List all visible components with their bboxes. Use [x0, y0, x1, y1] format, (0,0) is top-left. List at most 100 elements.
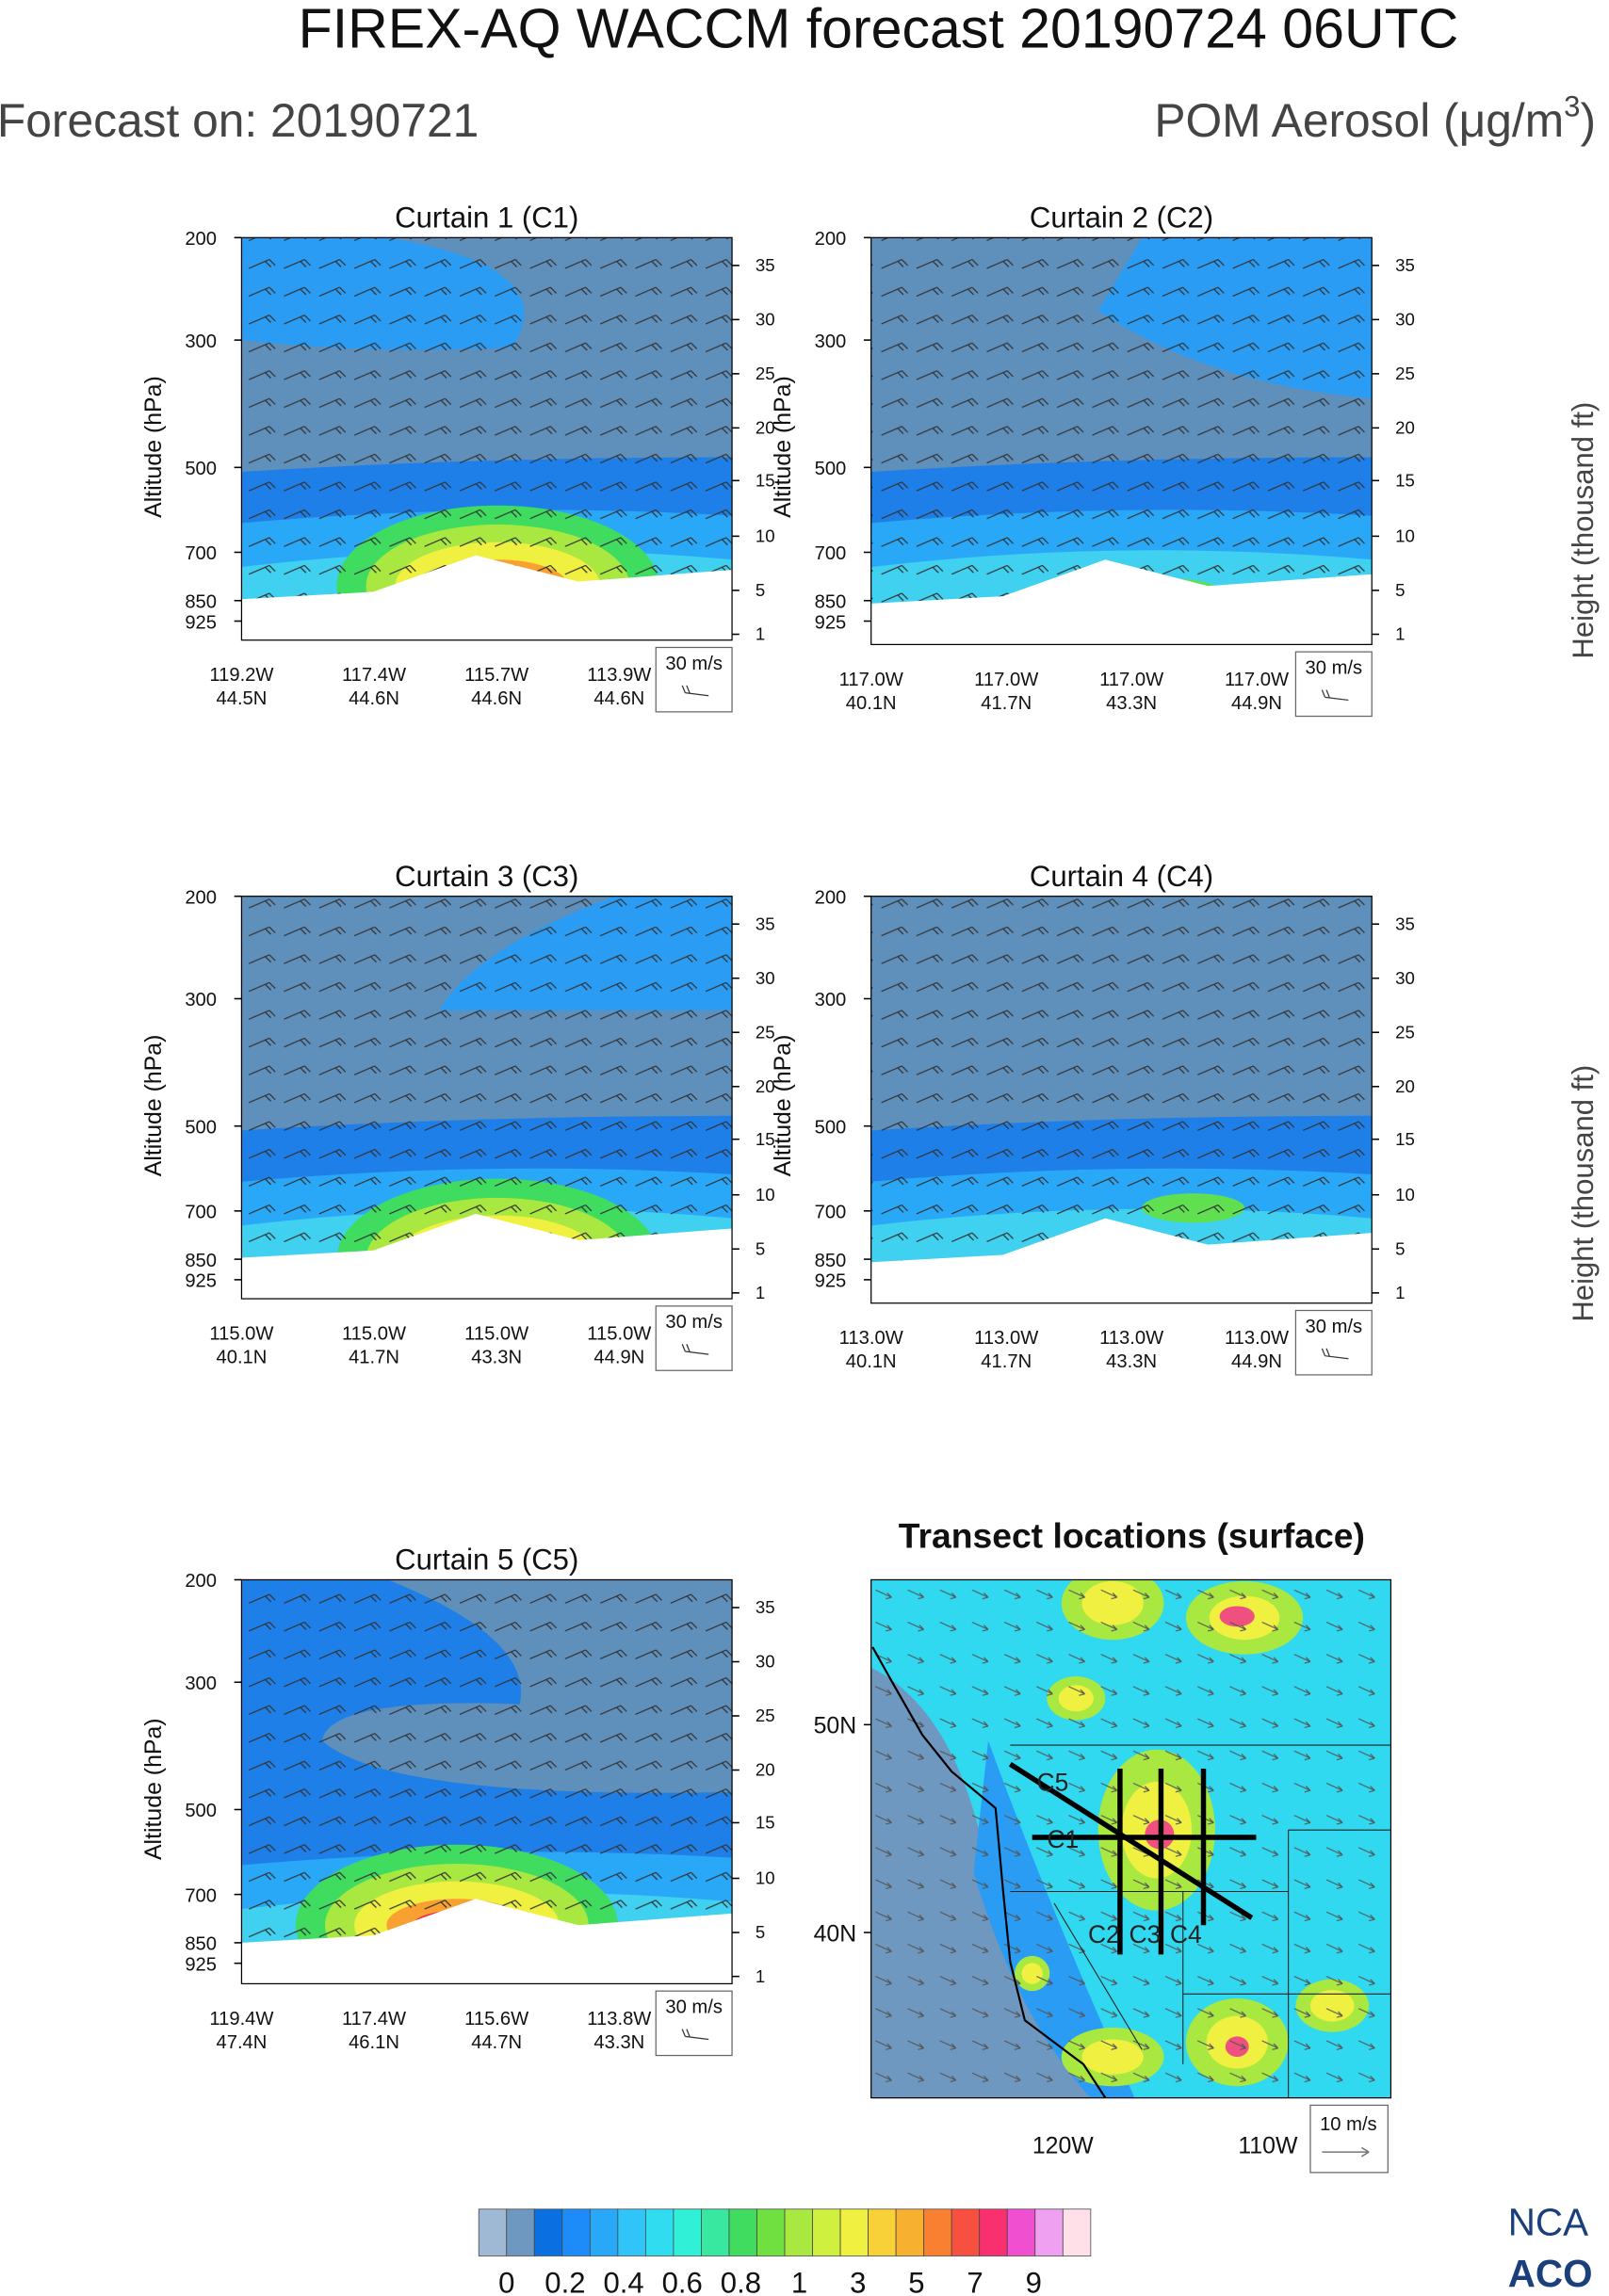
colorbar-box [561, 2208, 591, 2256]
right-tick-label: 25 [756, 1706, 775, 1725]
y-tick-label: 700 [815, 543, 847, 564]
right-tick-label: 1 [1395, 1283, 1405, 1302]
right-tick-label: 5 [1395, 580, 1405, 600]
right-tick-label: 35 [1395, 914, 1415, 933]
panel-frame [240, 896, 733, 1300]
x-lat-label: 44.9N [1231, 693, 1282, 714]
x-lon-label: 117.0W [839, 670, 903, 690]
panel-frame [240, 236, 733, 641]
colorbar-box [1062, 2208, 1092, 2256]
wind-key-box [1309, 2104, 1389, 2174]
x-lon-label: 115.0W [209, 1324, 273, 1345]
contour-field [241, 237, 733, 640]
colorbar-label: 1 [791, 2266, 807, 2296]
y-tick-label: 925 [815, 612, 847, 633]
x-lon-label: 113.9W [587, 665, 651, 686]
variable-label: POM Aerosol (μg/m3) [1154, 89, 1596, 147]
colorbar-box [644, 2208, 674, 2256]
x-lat-label: 43.3N [471, 1347, 522, 1367]
right-tick-label: 25 [1395, 364, 1415, 383]
curtain-panel: Curtain 5 (C5) Altitude (hPa) 200 300 500 700… [140, 1544, 775, 2057]
y-axis-label: Altitude (hPa) [770, 1035, 796, 1177]
x-lon-label: 115.7W [464, 665, 528, 686]
panel-title: Curtain 1 (C1) [395, 201, 578, 234]
variable-sup: 3 [1564, 89, 1580, 122]
panel-title: Curtain 3 (C3) [395, 860, 578, 893]
wind-key-label: 30 m/s [1306, 657, 1363, 678]
x-lat-label: 41.7N [349, 1347, 399, 1367]
x-lon-label: 117.4W [342, 2009, 406, 2029]
colorbar-label: 0.2 [544, 2266, 585, 2296]
wind-key-label: 30 m/s [1306, 1317, 1363, 1337]
right-tick-label: 30 [756, 968, 775, 988]
wind-key-box [655, 1990, 733, 2057]
right-tick-label: 10 [1395, 526, 1415, 546]
right-tick-label: 25 [756, 364, 775, 383]
x-lon-label: 117.0W [1099, 670, 1163, 690]
x-lat-label: 41.7N [981, 1351, 1032, 1372]
panel-title: Curtain 5 (C5) [395, 1544, 578, 1576]
wind-key-label: 30 m/s [665, 654, 723, 674]
y-tick-label: 850 [815, 592, 847, 613]
y-tick-label: 300 [815, 990, 847, 1011]
y-tick-label: 200 [815, 887, 847, 908]
wind-key-box [655, 646, 733, 713]
colorbar-label: 9 [1026, 2266, 1042, 2296]
colorbar-box [868, 2208, 897, 2256]
wind-key-barb [1321, 689, 1349, 702]
colorbar-label: 3 [850, 2266, 866, 2296]
wind-key-box [655, 1305, 733, 1371]
right-tick-label: 30 [1395, 968, 1415, 988]
colorbar-label: 0.6 [662, 2266, 703, 2296]
x-lon-label: 117.0W [974, 670, 1038, 690]
wind-key-box [1294, 651, 1373, 718]
wind-key-barb [681, 685, 709, 697]
colorbar-label: 0 [498, 2266, 514, 2296]
y-axis-label: Altitude (hPa) [140, 1718, 167, 1860]
colorbar-label: 0.8 [721, 2266, 761, 2296]
wind-key-barb [681, 2029, 709, 2041]
colorbar-box [784, 2208, 813, 2256]
right-tick-label: 30 [756, 310, 775, 330]
terrain [241, 1213, 733, 1300]
x-lon-label: 113.0W [839, 1328, 903, 1349]
contour-field [241, 896, 733, 1300]
right-tick-label: 10 [756, 526, 775, 546]
y-tick-label: 300 [185, 1673, 217, 1694]
right-tick-label: 20 [1395, 418, 1415, 438]
x-lon-label: 113.0W [1225, 1328, 1289, 1349]
lat-label: 40N [814, 1920, 857, 1947]
x-lat-label: 43.3N [1106, 693, 1157, 714]
y-tick-label: 200 [185, 1571, 217, 1592]
map-panel: Transect locations (surface) 50N 40N 120W 11… [814, 1515, 1392, 2174]
x-lat-label: 43.3N [1106, 1351, 1157, 1372]
map-field [870, 1579, 1391, 2098]
right-tick-label: 15 [756, 1813, 775, 1833]
x-lon-label: 119.2W [209, 665, 273, 686]
x-lon-label: 115.0W [464, 1324, 528, 1345]
transect-label: C5 [1037, 1768, 1069, 1796]
y-tick-label: 200 [185, 887, 217, 908]
y-tick-label: 850 [185, 592, 217, 613]
y-tick-label: 500 [815, 459, 847, 479]
y-tick-label: 925 [185, 612, 217, 633]
y-tick-label: 700 [185, 1885, 217, 1906]
colorbar-box [923, 2208, 952, 2256]
colorbar-box [839, 2208, 869, 2256]
x-lat-label: 43.3N [593, 2032, 644, 2053]
colorbar-box [895, 2208, 925, 2256]
transect-label: C4 [1170, 1920, 1202, 1948]
colorbar-box [589, 2208, 619, 2256]
wind-key-box [1294, 1309, 1373, 1376]
colorbar-box [478, 2208, 508, 2256]
curtain-panel: Curtain 3 (C3) Altitude (hPa) 200 300 500 700… [140, 860, 775, 1371]
y-tick-label: 200 [185, 229, 217, 250]
right-tick-label: 25 [756, 1022, 775, 1042]
transect-label: C1 [1047, 1825, 1079, 1853]
y-tick-label: 500 [185, 459, 217, 479]
right-tick-label: 10 [756, 1868, 775, 1888]
right-tick-label: 1 [756, 1966, 765, 1986]
right-axis-label: Height (thousand ft) [1567, 1065, 1600, 1322]
y-axis-label: Altitude (hPa) [770, 376, 796, 518]
